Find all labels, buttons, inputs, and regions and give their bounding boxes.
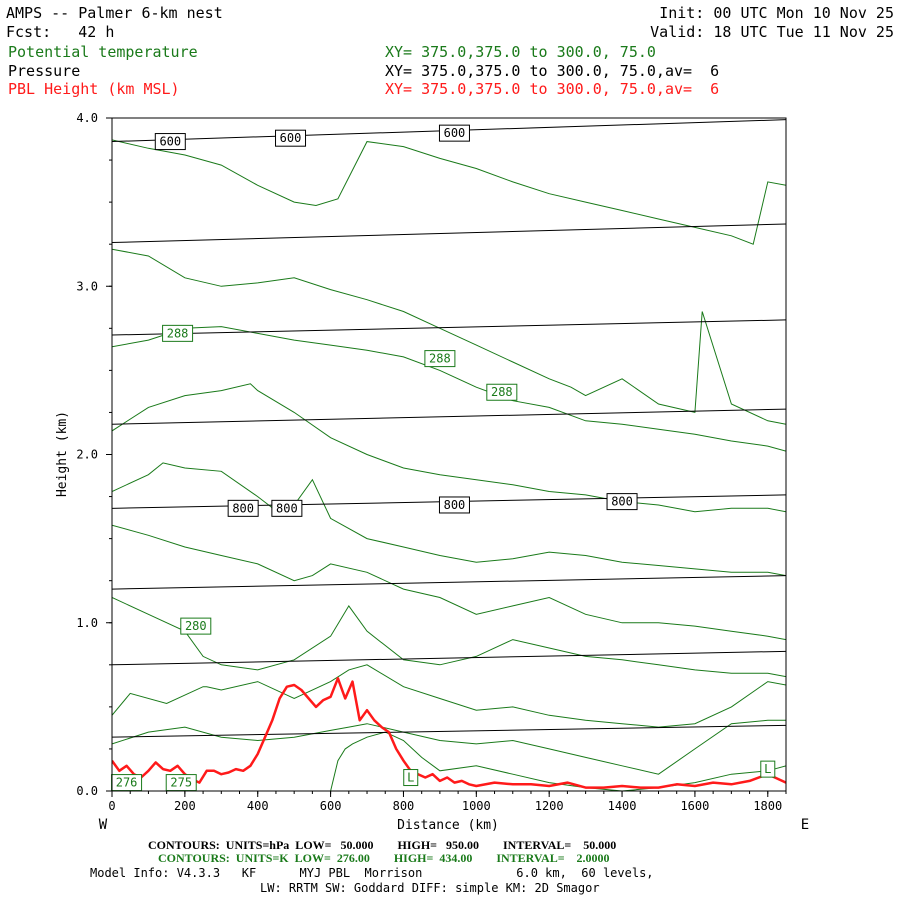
y-tick-label-1: 1.0 <box>76 616 98 630</box>
west-end-label: W <box>99 817 108 833</box>
theta-label-6: L <box>407 771 414 785</box>
theta-contour-4 <box>112 462 786 577</box>
x-tick-label-0: 0 <box>108 799 115 813</box>
pressure-label-6: 800 <box>611 495 633 509</box>
theta-label-2: 288 <box>491 385 513 399</box>
pressure-label-1: 600 <box>280 131 302 145</box>
y-tick-label-2: 2.0 <box>76 448 98 462</box>
y-tick-label-4: 4.0 <box>76 111 98 125</box>
pbl-height-line <box>112 677 786 789</box>
theta-label-1-box <box>424 350 456 368</box>
pressure-label-3-box <box>227 499 259 517</box>
pressure-label-0: 600 <box>159 135 181 149</box>
theta-contour-1 <box>112 248 786 425</box>
pressure-isobar-1 <box>112 223 786 244</box>
theta-label-0-box <box>162 324 194 342</box>
pressure-isobar-2 <box>112 319 786 336</box>
pressure-label-5-box <box>438 496 470 514</box>
field-pbl-xy: XY= 375.0,375.0 to 300.0, 75.0,av= 6 <box>385 80 720 98</box>
x-tick-label-5: 1000 <box>462 799 491 813</box>
theta-label-6-box <box>403 769 419 787</box>
model-info-line-1: Model Info: V4.3.3 KF MYJ PBL Morrison 6… <box>90 866 654 880</box>
pressure-label-1-box <box>275 129 307 147</box>
pressure-isobar-5 <box>112 575 786 590</box>
field-theta-xy: XY= 375.0,375.0 to 300.0, 75.0 <box>385 43 656 61</box>
theta-contour-5 <box>112 524 786 641</box>
plot-area <box>112 119 786 791</box>
theta-contour-8 <box>112 719 786 775</box>
pressure-isobar-7 <box>112 724 786 738</box>
east-end-label: E <box>801 817 809 833</box>
x-axis-label: Distance (km) <box>397 818 499 833</box>
theta-contour-9 <box>330 731 786 791</box>
pressure-label-3: 800 <box>232 501 254 515</box>
field-pressure-xy: XY= 375.0,375.0 to 300.0, 75.0,av= 6 <box>385 62 720 80</box>
pressure-label-2: 600 <box>444 126 466 140</box>
pressure-isobar-6 <box>112 650 786 666</box>
y-tick-label-3: 3.0 <box>76 279 98 293</box>
model-title: AMPS -- Palmer 6-km nest <box>6 4 223 22</box>
theta-label-2-box <box>486 383 518 401</box>
theta-contour-7 <box>112 664 786 728</box>
theta-label-5: 275 <box>170 776 192 790</box>
theta-label-1: 288 <box>429 352 451 366</box>
theta-contour-2 <box>112 326 786 452</box>
valid-time: Valid: 18 UTC Tue 11 Nov 25 <box>650 23 894 41</box>
x-tick-label-9: 1800 <box>753 799 782 813</box>
pressure-label-0-box <box>154 133 186 151</box>
theta-contour-6 <box>112 597 786 678</box>
theta-label-3: 280 <box>185 619 207 633</box>
pressure-label-4-box <box>271 499 303 517</box>
x-tick-label-2: 400 <box>247 799 269 813</box>
theta-label-4: 276 <box>116 776 138 790</box>
theta-label-3-box <box>180 617 212 635</box>
y-axis-label: Height (km) <box>55 411 70 497</box>
theta-contour-info: CONTOURS: UNITS=K LOW= 276.00 HIGH= 434.… <box>158 851 610 865</box>
init-time: Init: 00 UTC Mon 10 Nov 25 <box>659 4 894 22</box>
x-tick-label-7: 1400 <box>608 799 637 813</box>
plot-frame <box>111 117 787 792</box>
x-tick-label-6: 1200 <box>535 799 564 813</box>
x-tick-label-8: 1600 <box>680 799 709 813</box>
x-tick-label-4: 800 <box>393 799 415 813</box>
x-tick-label-1: 200 <box>174 799 196 813</box>
pressure-isobar-3 <box>112 408 786 425</box>
theta-label-0: 288 <box>167 326 189 340</box>
forecast-hour: Fcst: 42 h <box>6 23 115 41</box>
y-tick-label-0: 0.0 <box>76 784 98 798</box>
theta-label-7-box <box>760 760 776 778</box>
theta-contour-0 <box>112 139 786 245</box>
field-theta-name: Potential temperature <box>8 43 198 61</box>
pressure-contour-info: CONTOURS: UNITS=hPa LOW= 50.000 HIGH= 95… <box>148 838 617 852</box>
x-tick-label-3: 600 <box>320 799 342 813</box>
theta-contour-3 <box>112 383 786 513</box>
pressure-label-5: 800 <box>444 498 466 512</box>
pressure-label-2-box <box>438 124 470 142</box>
pressure-label-6-box <box>606 493 638 511</box>
theta-label-7: L <box>764 762 771 776</box>
field-pressure-name: Pressure <box>8 62 81 80</box>
model-info-line-2: LW: RRTM SW: Goddard DIFF: simple KM: 2D… <box>260 881 600 895</box>
field-pbl-name: PBL Height (km MSL) <box>8 80 180 98</box>
pressure-label-4: 800 <box>276 501 298 515</box>
